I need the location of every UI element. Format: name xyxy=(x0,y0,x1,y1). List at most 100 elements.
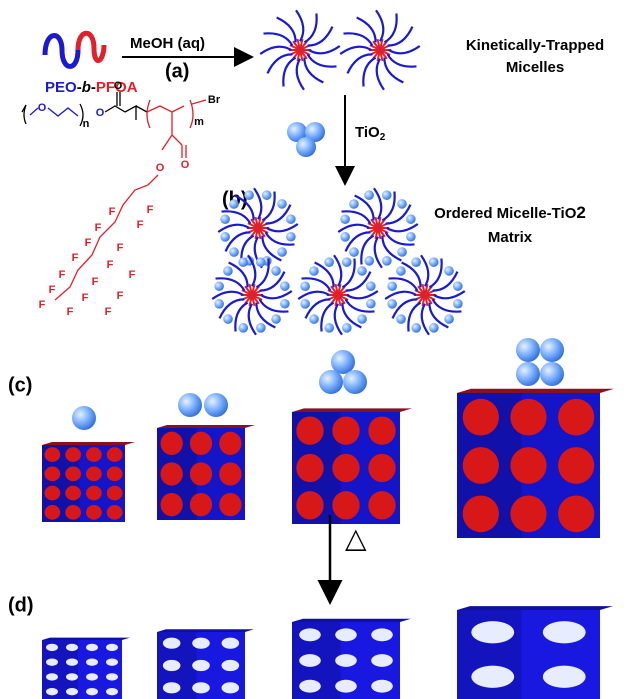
tio2-particle xyxy=(271,266,281,276)
atom-label: F xyxy=(72,252,79,264)
peo-arm xyxy=(428,302,449,329)
peo-arm xyxy=(320,301,335,332)
peo-arm xyxy=(360,234,375,265)
atom-label: m xyxy=(194,116,204,128)
peo-arm xyxy=(333,303,343,336)
tio2-particle xyxy=(296,137,316,157)
additive: TiO2 xyxy=(355,124,386,143)
peo-arm xyxy=(339,45,372,55)
matrix-label: Matrix xyxy=(488,229,533,246)
peo-arm xyxy=(228,261,249,288)
micelle xyxy=(384,254,466,336)
peo-arm xyxy=(255,258,270,289)
pore xyxy=(542,621,586,644)
atom-label: F xyxy=(49,284,56,296)
tio2-particle xyxy=(357,266,367,276)
pore xyxy=(221,682,240,694)
pore xyxy=(86,643,98,652)
pore xyxy=(299,628,321,642)
peo-arm xyxy=(259,45,292,55)
tio2-particle xyxy=(453,298,463,309)
tio2-particle xyxy=(444,266,454,276)
micelle xyxy=(297,254,379,336)
cube xyxy=(42,442,135,522)
tio2-particle xyxy=(286,231,296,242)
tio2-particle xyxy=(220,232,230,242)
micelle-domain xyxy=(558,447,595,484)
micelle-domain xyxy=(296,453,324,483)
peo-arm xyxy=(295,9,305,42)
atom-label: F xyxy=(109,206,116,218)
peo-arm xyxy=(341,210,372,225)
peo-arm xyxy=(297,290,330,300)
tio2-particle xyxy=(309,314,319,324)
pore xyxy=(66,687,78,696)
tio2-particle xyxy=(223,266,233,276)
tio2-particle xyxy=(366,298,376,309)
tio2-particle xyxy=(244,190,254,200)
atom-label: F xyxy=(67,306,74,318)
cube xyxy=(457,388,614,538)
pore xyxy=(471,621,515,644)
pore xyxy=(192,659,210,672)
micelle-domain xyxy=(44,466,61,482)
tio2-particle xyxy=(331,350,355,374)
peo-arm xyxy=(428,258,443,289)
tio2-particle xyxy=(397,199,407,209)
peo-arm xyxy=(303,13,318,44)
atom-label: F xyxy=(117,242,124,254)
tio2-particle xyxy=(382,256,392,266)
tio2-particle xyxy=(342,323,352,333)
tio2-particle xyxy=(220,214,230,225)
micelle xyxy=(339,9,421,91)
tio2-particle xyxy=(396,314,406,324)
tio2-particle xyxy=(300,281,310,292)
tio2-particle xyxy=(396,266,406,276)
peo-arm xyxy=(344,298,375,313)
pore xyxy=(106,643,118,652)
cube-top xyxy=(457,388,614,393)
peo-arm xyxy=(234,301,249,332)
peo-arm xyxy=(381,235,402,262)
peo-arm xyxy=(265,204,292,225)
micelle-domain xyxy=(368,453,396,483)
tio2-particle xyxy=(429,323,439,333)
tio2-particle xyxy=(287,122,307,142)
peo-arm xyxy=(375,9,385,42)
peo-arm xyxy=(224,231,251,252)
peo-arm xyxy=(356,16,377,43)
peo-arm xyxy=(266,223,299,233)
peo-arm xyxy=(432,271,459,292)
micelles-label: Micelles xyxy=(506,59,564,76)
peo-arm xyxy=(388,45,421,55)
pore xyxy=(371,628,393,642)
micelle-domain xyxy=(106,485,123,501)
cube-top xyxy=(157,629,254,632)
micelle-domain xyxy=(510,398,547,436)
pore xyxy=(335,628,357,642)
peo-arm xyxy=(264,231,295,246)
micelle-domain xyxy=(558,398,595,436)
micelle-domain xyxy=(462,398,499,436)
atom-label: F xyxy=(137,219,144,231)
pore xyxy=(106,658,118,666)
peo-arm xyxy=(373,187,383,220)
cube xyxy=(157,425,255,520)
cube-top xyxy=(157,425,255,428)
tio2-particle xyxy=(397,247,407,257)
atom-label: F xyxy=(39,299,46,311)
tio2-particle xyxy=(324,257,334,267)
reagent: MeOH (aq) xyxy=(130,35,205,52)
tio2-particle xyxy=(277,247,287,257)
peo-arm xyxy=(261,191,276,222)
cube-top xyxy=(42,442,135,445)
micelle-domain xyxy=(65,485,82,501)
cube xyxy=(42,637,130,699)
tio2-particle xyxy=(364,256,375,266)
micelle-domain xyxy=(106,505,123,520)
micelle-domain xyxy=(65,447,82,462)
peo-arm xyxy=(343,32,374,47)
tio2-particle xyxy=(280,281,290,291)
micelle-domain xyxy=(189,493,213,517)
tio2-particle xyxy=(261,190,272,200)
